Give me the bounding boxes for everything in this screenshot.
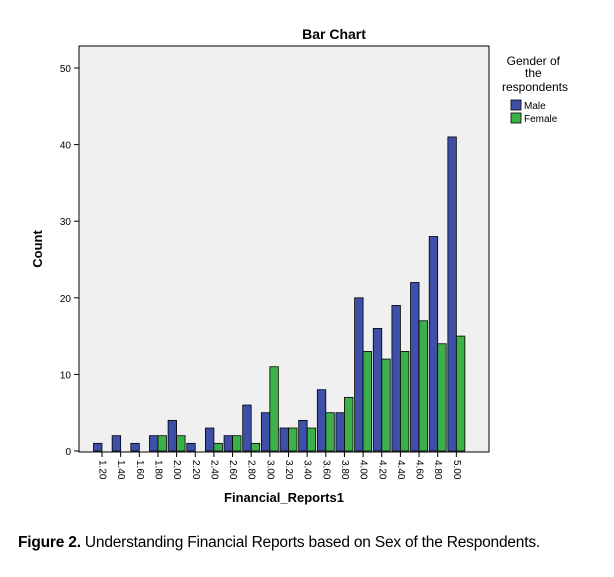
x-tick-label: 4.80 <box>432 460 443 480</box>
figure-caption: Figure 2. Understanding Financial Report… <box>18 534 608 552</box>
bar-male <box>204 427 215 452</box>
y-tick-label: 20 <box>60 294 72 305</box>
bar-female <box>269 366 279 452</box>
bar-male <box>260 412 271 452</box>
y-tick-label: 50 <box>60 64 72 75</box>
bar-male <box>410 282 420 452</box>
x-tick-label: 3.40 <box>302 460 313 480</box>
bar-male <box>354 297 364 452</box>
x-tick-label: 1.40 <box>115 460 126 480</box>
bar-male <box>279 427 289 452</box>
bar-female <box>176 435 186 452</box>
y-tick-label: 30 <box>60 217 72 228</box>
bar-male <box>223 435 233 452</box>
x-tick-label: 2.40 <box>208 460 219 480</box>
x-tick-label: 4.00 <box>358 460 369 480</box>
bar-female <box>325 412 335 452</box>
bar-female <box>455 335 466 452</box>
bar-female <box>250 442 261 452</box>
y-axis-label: Count <box>30 230 45 268</box>
legend-title: Gender of the respondents <box>502 54 568 94</box>
bar-male <box>447 136 457 452</box>
x-tick-label: 2.80 <box>246 460 257 480</box>
x-tick-label: 4.20 <box>376 460 387 480</box>
y-tick-label: 10 <box>60 370 72 381</box>
bar-male <box>316 389 327 452</box>
bar-male <box>167 419 178 452</box>
caption-label: Figure 2. <box>18 534 81 551</box>
bar-female <box>344 396 354 452</box>
x-tick-label: 1.20 <box>97 460 108 480</box>
bar-male <box>111 435 122 452</box>
bar-male <box>242 404 252 452</box>
x-tick-label: 5.00 <box>451 460 462 480</box>
chart-title: Bar Chart <box>302 26 366 42</box>
y-tick-label: 40 <box>60 141 72 152</box>
x-tick-label: 3.20 <box>283 460 294 480</box>
x-tick-label: 2.20 <box>190 460 201 480</box>
bar-female <box>157 435 167 452</box>
legend-label-female: Female <box>524 114 558 125</box>
legend-title-line: the <box>525 66 542 80</box>
x-tick-label: 3.60 <box>320 460 331 480</box>
legend-title-line: Gender of <box>507 54 561 68</box>
bar-male <box>186 442 196 452</box>
y-tick-label: 0 <box>65 447 71 458</box>
bar-female <box>399 351 410 452</box>
x-tick-label: 3.80 <box>339 460 350 480</box>
bar-female <box>288 427 298 452</box>
bar-male <box>93 442 103 452</box>
bar-female <box>381 358 391 452</box>
bar-female <box>232 435 242 452</box>
bar-male <box>335 412 345 452</box>
bar-female <box>418 320 428 452</box>
bar-male <box>130 442 140 452</box>
bar-male <box>391 305 401 452</box>
caption-text: Understanding Financial Reports based on… <box>80 534 540 551</box>
bar-male <box>428 236 439 452</box>
legend: Gender of the respondents Male Female <box>502 54 568 125</box>
bar-male <box>372 328 383 452</box>
x-tick-label: 2.60 <box>227 460 238 480</box>
x-tick-label: 1.60 <box>134 460 145 480</box>
bar-female <box>362 351 373 452</box>
bar-female <box>213 442 223 452</box>
x-tick-label: 3.00 <box>264 460 275 480</box>
legend-swatch-male <box>510 99 522 111</box>
legend-label-male: Male <box>524 101 546 112</box>
bar-male <box>149 435 159 452</box>
x-tick-label: 4.40 <box>395 460 406 480</box>
x-tick-label: 4.60 <box>414 460 425 480</box>
x-tick-label: 1.80 <box>152 460 163 480</box>
bar-female <box>306 427 317 452</box>
legend-title-line: respondents <box>502 80 568 94</box>
bar-male <box>298 419 308 452</box>
x-tick-label: 2.00 <box>171 460 182 480</box>
x-axis: 1.20 1.40 1.60 1.80 2.00 2.20 2.40 2.60 2.80 3.00… <box>97 452 462 480</box>
bars-group <box>93 136 466 452</box>
bar-female <box>437 343 447 452</box>
legend-swatch-female <box>510 112 522 124</box>
x-axis-label: Financial_Reports1 <box>224 490 344 505</box>
y-axis: 0 10 20 30 40 50 <box>60 64 79 458</box>
